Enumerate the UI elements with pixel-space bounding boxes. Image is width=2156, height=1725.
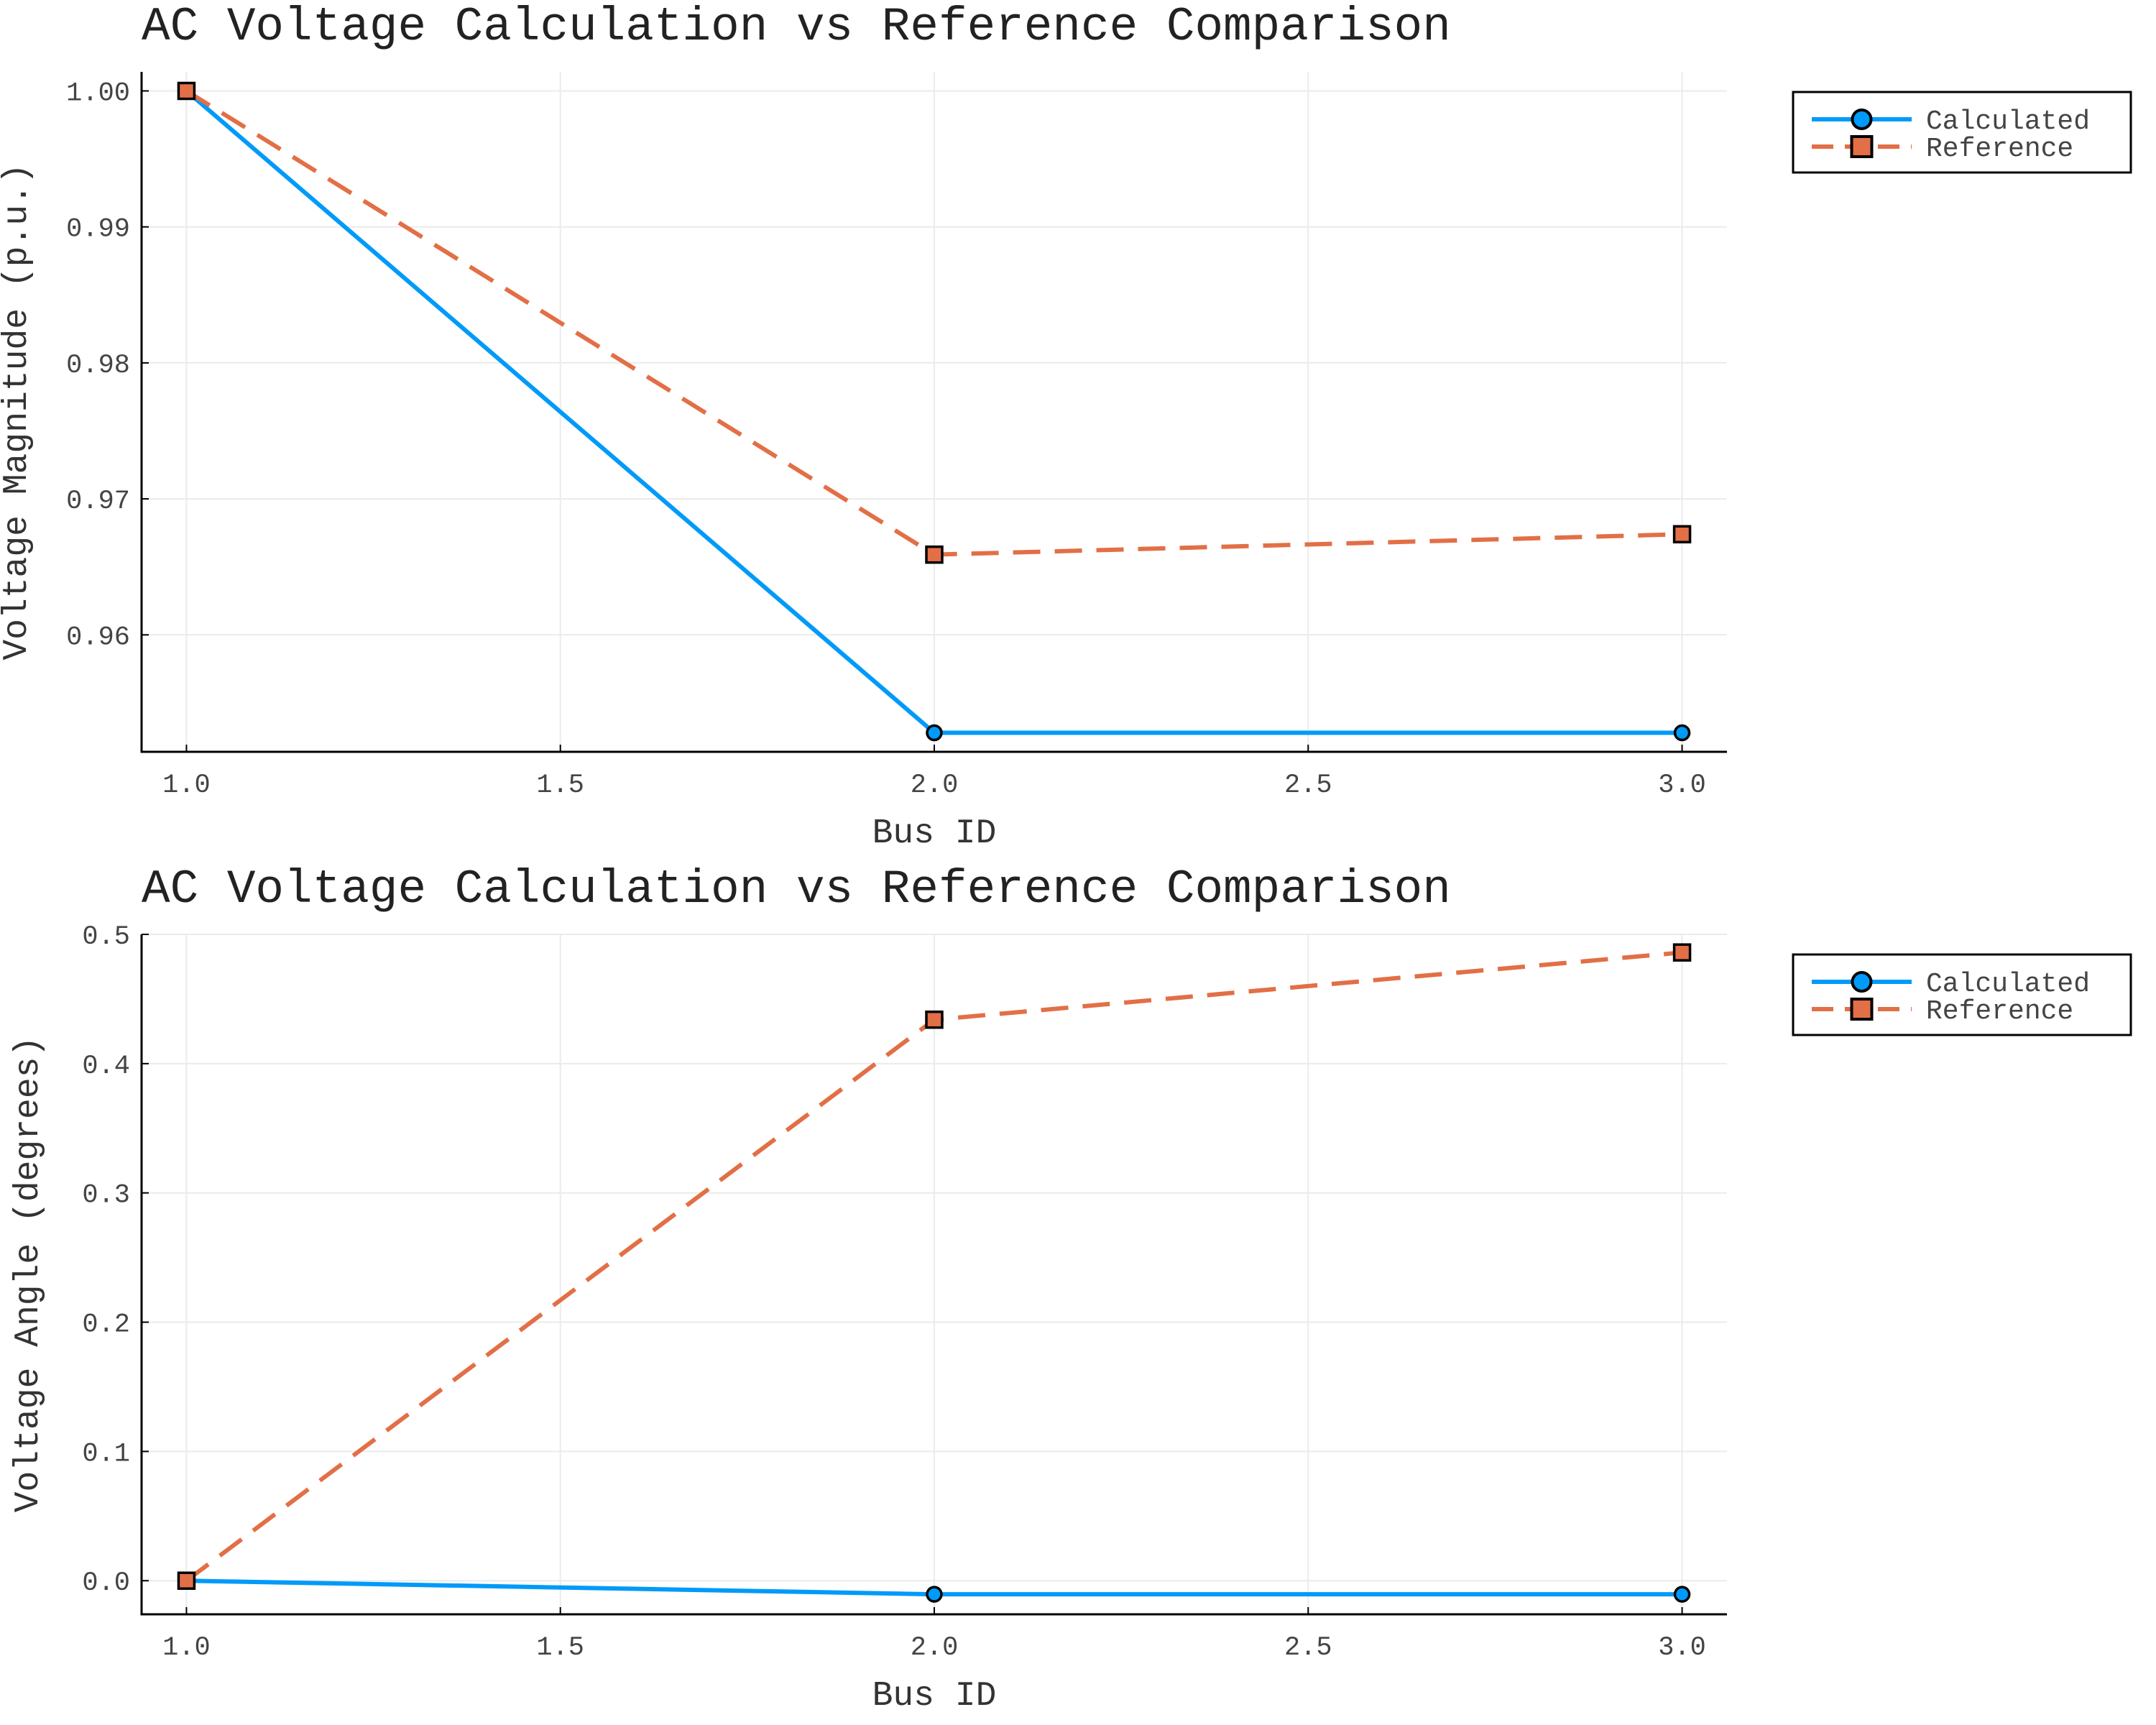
y-axis-label: Voltage Angle (degrees) [9,1036,48,1513]
legend-label-reference: Reference [1926,996,2073,1027]
chart-title: AC Voltage Calculation vs Reference Comp… [142,862,1451,916]
data-point-calculated [926,724,943,742]
x-tick-label: 1.0 [162,770,211,801]
y-tick-label: 0.98 [66,351,130,381]
x-tick-label: 1.0 [162,1633,211,1663]
y-tick-label: 0.96 [66,622,130,653]
chart-title: AC Voltage Calculation vs Reference Comp… [142,0,1451,54]
legend-marker-calculated [1851,109,1873,130]
y-tick-label: 0.3 [82,1181,130,1211]
y-tick-label: 0.0 [82,1568,130,1598]
legend-marker-reference [1850,135,1874,158]
legend-marker-calculated [1851,971,1873,993]
legend-box [1792,953,2132,1036]
y-tick-label: 0.4 [82,1052,130,1082]
legend-label-reference: Reference [1926,134,2073,165]
x-tick-label: 2.0 [911,770,959,801]
axes-frame [140,72,1727,753]
data-point-reference [177,81,196,101]
chart-panel-1: 1.0 1.5 2.0 2.5 3.0 0.96 0.97 0.98 0.99 1.00 AC Vo… [0,0,2132,853]
y-tick-label: 0.1 [82,1439,130,1469]
legend-label-calculated: Calculated [1926,106,2090,137]
x-tick-label: 2.5 [1284,1633,1332,1663]
y-tick-label: 0.97 [66,487,130,517]
legend-label-calculated: Calculated [1926,969,2090,1000]
axes-frame [140,934,1727,1616]
x-axis-label: Bus ID [872,1677,997,1716]
data-point-calculated [926,1586,943,1603]
y-axis-label: Voltage Magnitude (p.u.) [0,163,37,660]
x-axis-label: Bus ID [872,814,997,853]
y-tick-label: 0.99 [66,215,130,245]
data-point-reference [1672,943,1692,962]
data-point-calculated [1673,1586,1691,1603]
y-tick-label: 0.2 [82,1310,130,1340]
data-point-reference [925,545,944,564]
y-tick-label: 1.00 [66,78,130,109]
data-point-reference [925,1010,944,1029]
x-tick-label: 2.5 [1284,770,1332,801]
legend-marker-reference [1850,998,1874,1021]
data-point-calculated [1673,724,1691,742]
x-tick-label: 2.0 [911,1633,959,1663]
y-tick-label: 0.5 [82,922,130,952]
chart-panel-2: 1.0 1.5 2.0 2.5 3.0 0.0 0.1 0.2 0.3 0.4 0.5 AC Volt… [9,862,2132,1716]
x-tick-label: 3.0 [1658,1633,1706,1663]
data-point-reference [177,1571,196,1590]
legend-box [1792,91,2132,174]
x-tick-label: 1.5 [536,770,584,801]
x-tick-label: 3.0 [1658,770,1706,801]
data-point-reference [1672,525,1692,544]
x-tick-label: 1.5 [536,1633,584,1663]
